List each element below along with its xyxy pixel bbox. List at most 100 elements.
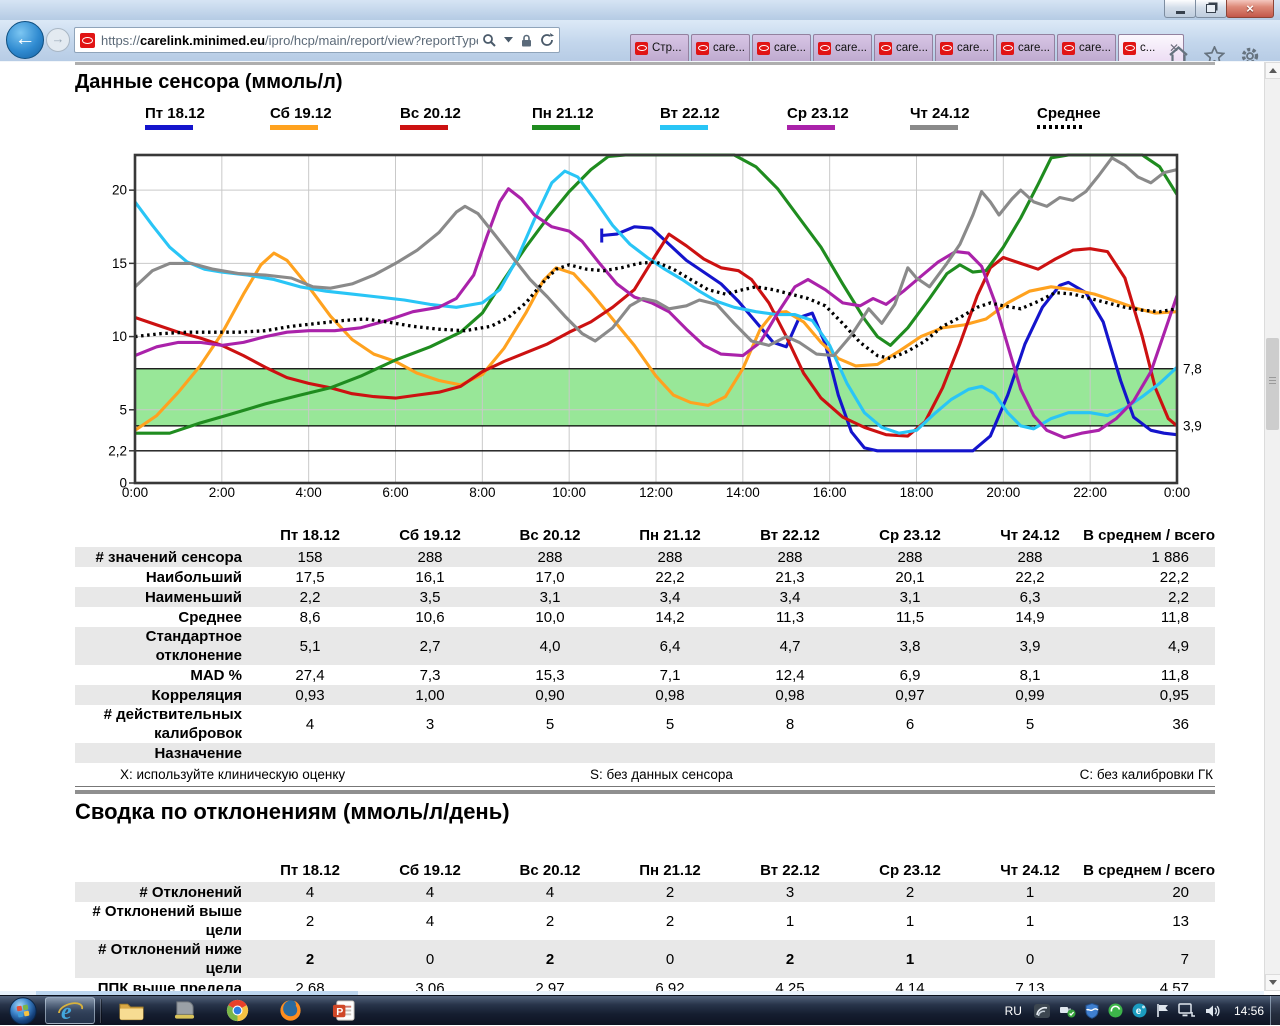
browser-tab[interactable]: care...	[874, 34, 933, 61]
table-footnotes: X: используйте клиническую оценку S: без…	[75, 765, 1215, 787]
tab-favicon-icon	[1062, 41, 1075, 55]
table-cell: 288	[657, 548, 683, 566]
internet-explorer-icon: e	[58, 999, 84, 1024]
browser-tab[interactable]: care...	[813, 34, 872, 61]
table-cell: 7,13	[1015, 979, 1045, 992]
tab-label: Стр...	[652, 42, 682, 54]
taskbar-firefox[interactable]	[265, 997, 315, 1024]
chart-series	[135, 169, 1177, 435]
y-axis-tick-label: 5	[119, 402, 127, 417]
browser-tab[interactable]: c... ✕	[1118, 34, 1184, 61]
x-axis-tick-label: 8:00	[469, 485, 495, 500]
browser-tab[interactable]: care...	[1057, 34, 1116, 61]
restore-icon	[1206, 4, 1216, 13]
table-cell	[250, 743, 370, 763]
close-button[interactable]: ×	[1226, 0, 1274, 18]
table-cell	[610, 743, 730, 763]
vertical-scroll-thumb[interactable]	[1266, 338, 1279, 430]
table-cell: 2	[665, 883, 675, 901]
tab-favicon-icon	[696, 41, 709, 55]
tray-usb-icon[interactable]	[1059, 1003, 1076, 1018]
column-header: Чт 24.12	[1000, 527, 1060, 544]
y-axis-tick-label: 10	[112, 329, 127, 344]
show-desktop-button[interactable]	[1270, 996, 1280, 1025]
legend-item: Пн 21.12	[532, 105, 594, 130]
table-cell: 1	[905, 950, 915, 968]
windows-taskbar: e	[0, 995, 1280, 1025]
volume-icon[interactable]	[1205, 1004, 1221, 1018]
column-header: Сб 19.12	[399, 862, 461, 879]
scroll-up-button[interactable]	[1265, 62, 1280, 79]
tab-label: c...	[1140, 42, 1156, 54]
tray-green-app-icon[interactable]	[1108, 1003, 1123, 1018]
browser-tab[interactable]: care...	[935, 34, 994, 61]
horizontal-scrollbar[interactable]	[0, 991, 1264, 995]
column-header: В среднем / всего	[1083, 862, 1215, 879]
horizontal-scroll-thumb[interactable]	[36, 991, 358, 995]
table-cell: 4	[545, 883, 555, 901]
browser-tab[interactable]: Стр...	[630, 34, 689, 61]
table-cell: 14,9	[1015, 608, 1045, 626]
favorites-star-icon[interactable]	[1204, 46, 1225, 65]
powerpoint-icon: P	[332, 1000, 355, 1021]
action-center-flag-icon[interactable]	[1156, 1003, 1169, 1018]
table-cell: 4	[425, 912, 435, 930]
forward-button[interactable]: →	[46, 28, 70, 52]
app-icon	[174, 1001, 194, 1019]
browser-tab[interactable]: care...	[691, 34, 750, 61]
table-cell: 4,57	[1159, 979, 1189, 992]
vertical-scrollbar[interactable]	[1264, 62, 1280, 991]
restore-button[interactable]	[1195, 0, 1227, 18]
taskbar-clock[interactable]: 14:56	[1233, 1003, 1264, 1018]
table-cell: 4,0	[539, 637, 561, 655]
table-cell: 11,8	[1160, 608, 1189, 626]
table-cell: 4	[425, 883, 435, 901]
table-cell: 3,06	[415, 979, 445, 992]
refresh-icon[interactable]	[540, 33, 554, 47]
taskbar-internet-explorer[interactable]: e	[45, 997, 95, 1024]
column-header: Вс 20.12	[519, 862, 581, 879]
tab-favicon-icon	[635, 41, 648, 55]
row-label: ППК выше предела	[97, 979, 242, 992]
settings-gear-icon[interactable]	[1240, 46, 1260, 66]
language-indicator[interactable]: RU	[1004, 1003, 1022, 1018]
tray-shield-icon[interactable]	[1085, 1002, 1099, 1019]
table-cell: 20,1	[895, 568, 925, 586]
legend-label: Среднее	[1037, 105, 1101, 122]
scroll-down-button[interactable]	[1265, 974, 1280, 991]
start-button[interactable]	[4, 996, 42, 1025]
address-bar[interactable]: https://carelink.minimed.eu/ipro/hcp/mai…	[74, 27, 560, 53]
row-label: MAD %	[190, 666, 242, 684]
taskbar-chrome[interactable]	[212, 997, 262, 1024]
lock-icon	[522, 34, 531, 46]
back-button[interactable]: ←	[6, 21, 44, 59]
table-cell: 1,00	[415, 686, 445, 704]
taskbar-powerpoint[interactable]: P	[318, 997, 368, 1024]
tab-close-icon[interactable]: ✕	[1168, 41, 1179, 55]
search-icon[interactable]	[482, 33, 496, 47]
tray-teal-app-icon[interactable]: e	[1132, 1003, 1147, 1018]
chevron-down-icon[interactable]	[504, 37, 513, 43]
tab-label: care...	[774, 42, 806, 54]
tab-label: care...	[713, 42, 745, 54]
row-label: Корреляция	[151, 686, 242, 704]
table-row: # Отклонений ниже цели 2 0 2 0 2 1 0 7	[75, 940, 1215, 978]
network-icon[interactable]	[1178, 1003, 1196, 1018]
table-cell: 0,98	[775, 686, 805, 704]
table-cell: 2	[545, 950, 555, 968]
column-header: Ср 23.12	[879, 527, 941, 544]
browser-tab[interactable]: care...	[752, 34, 811, 61]
tab-label: care...	[1018, 42, 1050, 54]
legend-swatch	[1037, 125, 1085, 129]
taskbar-file-explorer[interactable]	[106, 997, 156, 1024]
table-cell: 4,7	[779, 637, 801, 655]
table-cell: 288	[897, 548, 923, 566]
table-cell: 1	[1025, 912, 1035, 930]
table-cell: 0,93	[295, 686, 325, 704]
taskbar-app-unknown[interactable]	[159, 997, 209, 1024]
column-header: Ср 23.12	[879, 862, 941, 879]
table-cell: 5	[545, 715, 555, 733]
tray-signal-icon[interactable]	[1033, 1003, 1050, 1018]
browser-tab[interactable]: care...	[996, 34, 1055, 61]
minimize-button[interactable]	[1164, 0, 1196, 18]
